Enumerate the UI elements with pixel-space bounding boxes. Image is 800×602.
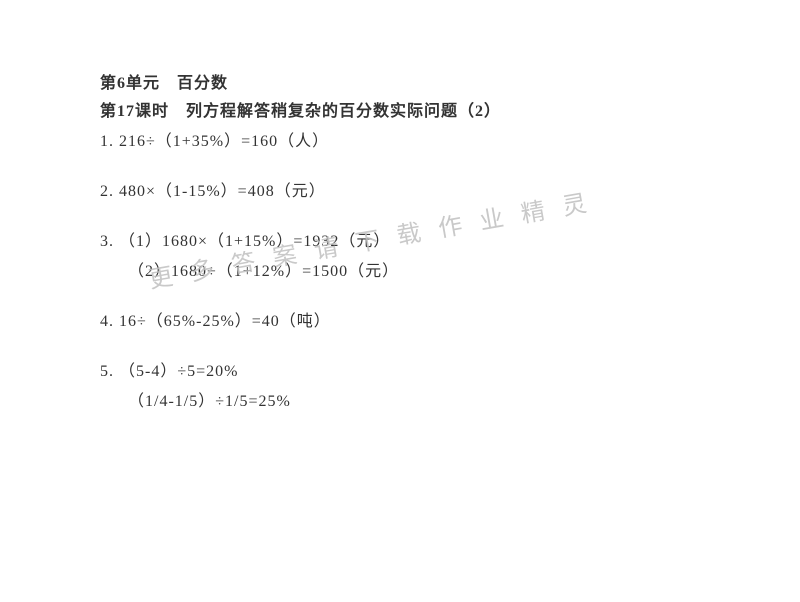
problem-4: 4. 16÷（65%-25%）=40（吨）	[100, 308, 700, 336]
problem-5-group: 5. （5-4）÷5=20% （1/4-1/5）÷1/5=25%	[100, 358, 700, 416]
problem-1-group: 1. 216÷（1+35%）=160（人）	[100, 128, 700, 156]
problem-4-group: 4. 16÷（65%-25%）=40（吨）	[100, 308, 700, 336]
problem-1: 1. 216÷（1+35%）=160（人）	[100, 128, 700, 156]
document-content: 第6单元 百分数 第17课时 列方程解答稍复杂的百分数实际问题（2） 1. 21…	[0, 0, 800, 416]
problem-2: 2. 480×（1-15%）=408（元）	[100, 178, 700, 206]
problem-5b: （1/4-1/5）÷1/5=25%	[100, 388, 700, 416]
problem-5a: 5. （5-4）÷5=20%	[100, 358, 700, 386]
unit-title: 第6单元 百分数	[100, 70, 700, 98]
lesson-title: 第17课时 列方程解答稍复杂的百分数实际问题（2）	[100, 98, 700, 126]
problem-3-group: 3. （1）1680×（1+15%）=1932（元） （2）1680÷（1+12…	[100, 228, 700, 286]
problem-3a: 3. （1）1680×（1+15%）=1932（元）	[100, 228, 700, 256]
problem-3b: （2）1680÷（1+12%）=1500（元）	[100, 258, 700, 286]
problem-2-group: 2. 480×（1-15%）=408（元）	[100, 178, 700, 206]
